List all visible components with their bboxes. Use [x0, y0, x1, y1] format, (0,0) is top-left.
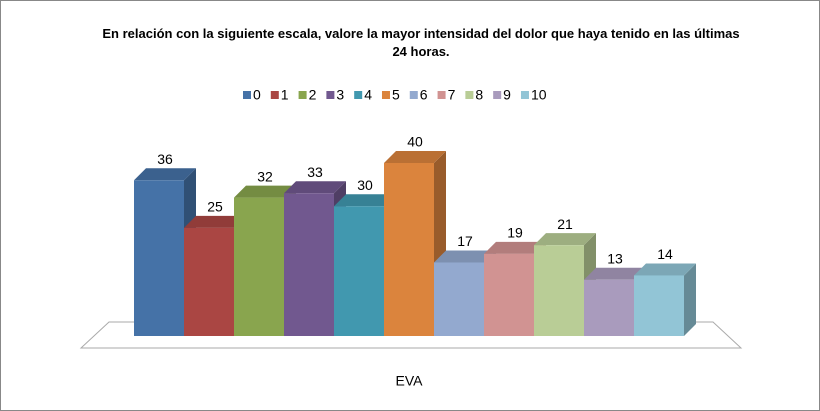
legend-swatch [354, 91, 363, 99]
bar [384, 163, 434, 336]
bar [534, 245, 584, 336]
bar [284, 193, 334, 336]
data-label: 36 [157, 151, 173, 167]
bar-top [234, 185, 296, 198]
bar [584, 279, 634, 336]
data-label: 32 [257, 168, 273, 184]
legend-label: 9 [503, 87, 511, 103]
legend-swatch [465, 91, 474, 99]
legend-label: 3 [336, 87, 344, 103]
data-label: 13 [607, 250, 623, 266]
x-tick-label: EVA [396, 373, 424, 389]
legend-label: 8 [475, 87, 483, 103]
legend-label: 4 [364, 87, 372, 103]
legend-swatch [243, 91, 251, 99]
legend-label: 0 [253, 87, 261, 103]
bar-top [484, 241, 546, 254]
bar [234, 197, 284, 336]
legend-swatch [270, 91, 279, 99]
data-label: 25 [207, 199, 223, 215]
bar-top [434, 250, 496, 263]
legend-swatch [298, 91, 307, 99]
data-label: 40 [407, 134, 423, 150]
bar [184, 227, 234, 336]
legend-swatch [409, 91, 418, 99]
data-label: 17 [457, 233, 473, 249]
legend-label: 2 [309, 87, 317, 103]
legend-swatch [381, 91, 390, 99]
legend-swatch [326, 91, 335, 99]
data-label: 33 [307, 164, 323, 180]
legend-label: 7 [448, 87, 456, 103]
bar-top [534, 233, 596, 246]
legend-swatch [520, 91, 529, 99]
bar-top [384, 151, 446, 163]
bar [134, 180, 184, 336]
legend-label: 6 [420, 87, 428, 103]
bar-top [284, 181, 346, 194]
data-label: 21 [557, 216, 573, 232]
legend-label: 10 [531, 87, 547, 103]
legend-label: 5 [392, 87, 400, 103]
bar-top [134, 168, 196, 181]
legend-label: 1 [281, 87, 289, 103]
bar [484, 253, 534, 336]
bar [334, 206, 384, 336]
bar-side [684, 263, 696, 336]
data-label: 30 [357, 177, 373, 193]
bar-top [634, 263, 696, 276]
bar-top [584, 267, 646, 280]
data-label: 19 [507, 225, 523, 241]
bar-top [184, 215, 246, 228]
chart-title: En relación con la siguiente escala, val… [102, 26, 740, 59]
bar-top [334, 194, 396, 207]
bar [434, 262, 484, 336]
bar [634, 275, 684, 336]
legend-swatch [437, 91, 446, 99]
legend-swatch [493, 91, 502, 99]
data-label: 14 [657, 246, 673, 262]
